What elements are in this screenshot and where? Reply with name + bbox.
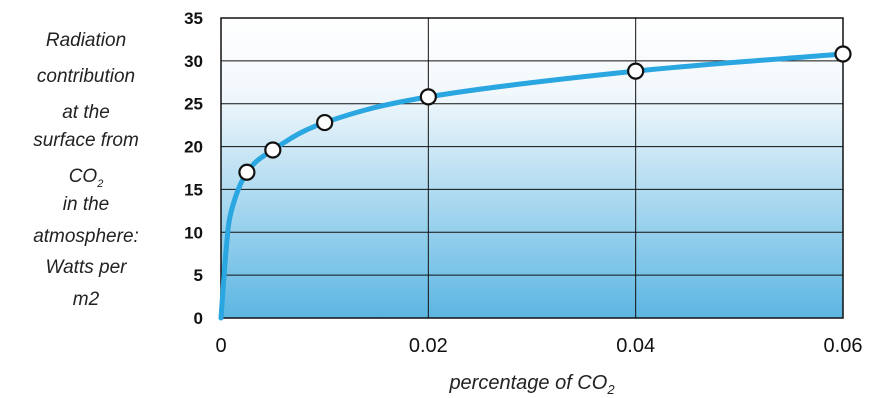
y-tick-label: 20 xyxy=(184,138,203,157)
y-tick-label: 35 xyxy=(184,9,203,28)
x-tick-label: 0.06 xyxy=(824,335,863,357)
y-axis-label-line: surface from xyxy=(33,130,139,151)
x-tick-label: 0.02 xyxy=(409,335,448,357)
y-tick-label: 15 xyxy=(184,180,203,199)
data-point xyxy=(834,45,852,63)
y-axis-label: Radiation contribution at the surface from C… xyxy=(33,30,139,310)
y-tick-label: 25 xyxy=(184,95,203,114)
data-point xyxy=(419,88,437,106)
x-tick-label: 0 xyxy=(215,335,226,357)
y-tick-label: 0 xyxy=(194,309,203,328)
y-tick-label: 5 xyxy=(194,266,203,285)
y-tick-label: 10 xyxy=(184,223,203,242)
y-axis-label-line: in the xyxy=(63,194,109,215)
y-axis-label-line: contribution xyxy=(37,66,135,87)
y-axis-label-line: m2 xyxy=(73,289,100,310)
x-tick-labels: 0 0.02 0.04 0.06 xyxy=(215,335,862,357)
y-axis-label-line: at the xyxy=(62,102,110,123)
data-point xyxy=(264,141,282,159)
data-point xyxy=(238,163,256,181)
y-axis-label-line: CO2 xyxy=(69,166,104,190)
plot-frame xyxy=(220,17,844,319)
y-tick-labels: 0 5 10 15 20 25 30 35 xyxy=(184,9,203,328)
y-tick-label: 30 xyxy=(184,52,203,71)
y-axis-label-line: Watts per xyxy=(46,257,128,278)
data-point xyxy=(627,62,645,80)
y-axis-label-line: Radiation xyxy=(46,30,126,51)
plot-area xyxy=(221,18,843,318)
x-axis-label: percentage of CO2 xyxy=(448,372,615,397)
x-tick-label: 0.04 xyxy=(616,335,655,357)
y-axis-label-line: atmosphere: xyxy=(33,226,139,247)
data-point xyxy=(316,113,334,132)
data-points xyxy=(238,45,852,181)
